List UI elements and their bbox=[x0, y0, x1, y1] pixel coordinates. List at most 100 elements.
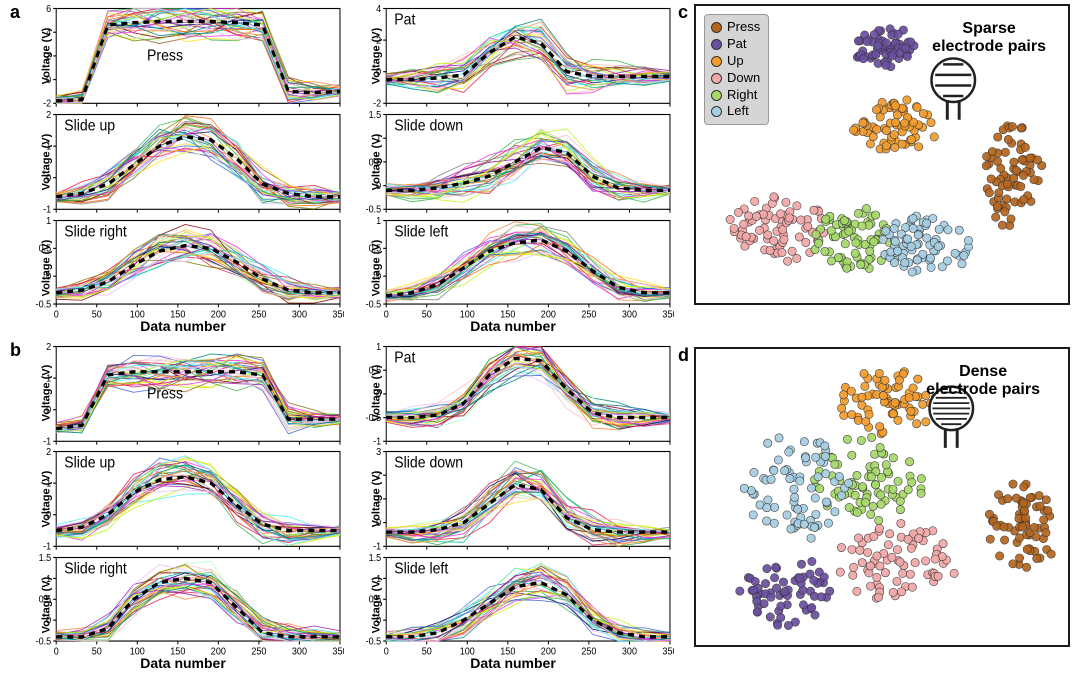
svg-text:1: 1 bbox=[376, 216, 381, 227]
svg-text:100: 100 bbox=[460, 309, 475, 320]
y-axis-label: Voltage (V) bbox=[370, 133, 382, 190]
panel-c-label: c bbox=[678, 2, 688, 23]
line-plot-press: -1012PressVoltage (V) bbox=[22, 342, 344, 446]
svg-text:50: 50 bbox=[92, 309, 102, 320]
svg-text:2: 2 bbox=[46, 447, 51, 458]
svg-text:1.5: 1.5 bbox=[369, 110, 382, 121]
svg-text:100: 100 bbox=[130, 646, 145, 657]
svg-text:Press: Press bbox=[147, 47, 183, 65]
svg-text:-2: -2 bbox=[373, 98, 381, 108]
svg-text:-0.5: -0.5 bbox=[366, 299, 382, 311]
svg-text:200: 200 bbox=[211, 646, 226, 657]
svg-text:0: 0 bbox=[54, 309, 59, 320]
panel-d-label: d bbox=[678, 345, 689, 366]
svg-text:4: 4 bbox=[376, 4, 382, 15]
panel-b-label: b bbox=[10, 340, 21, 361]
svg-text:1: 1 bbox=[376, 342, 381, 353]
left-column: a -20246PressVoltage (V)-2024PatVoltage … bbox=[0, 0, 680, 675]
line-plot-slide-down: -10123Slide downVoltage (V) bbox=[352, 447, 674, 551]
legend-label: Up bbox=[727, 53, 744, 70]
scatter-title: Denseelectrode pairs bbox=[926, 363, 1040, 399]
y-axis-label: Voltage (V) bbox=[40, 577, 52, 634]
legend-label: Right bbox=[727, 87, 757, 104]
svg-text:Slide down: Slide down bbox=[394, 116, 463, 134]
svg-text:300: 300 bbox=[292, 646, 307, 657]
svg-text:50: 50 bbox=[422, 309, 432, 320]
line-plot-slide-left: -0.500.51050100150200250300350Slide left… bbox=[352, 216, 674, 320]
y-axis-label: Voltage (V) bbox=[40, 133, 52, 190]
svg-text:250: 250 bbox=[251, 646, 266, 657]
svg-text:150: 150 bbox=[500, 646, 515, 657]
svg-text:150: 150 bbox=[170, 646, 185, 657]
right-column: c Sparseelectrode pairsPressPatUpDownRig… bbox=[680, 0, 1080, 675]
panel-c-scatter: Sparseelectrode pairsPressPatUpDownRight… bbox=[694, 4, 1070, 305]
y-axis-label: Voltage (V) bbox=[40, 471, 52, 528]
line-plot-slide-up: -1012Slide upVoltage (V) bbox=[22, 110, 344, 214]
svg-text:6: 6 bbox=[46, 4, 51, 15]
svg-text:300: 300 bbox=[292, 309, 307, 320]
panel-d-scatter: Denseelectrode pairs bbox=[694, 347, 1070, 648]
svg-text:250: 250 bbox=[581, 646, 596, 657]
panel-b-grid: -1012PressVoltage (V)-1-0.500.51PatVolta… bbox=[8, 342, 674, 658]
y-axis-label: Voltage (V) bbox=[370, 365, 382, 422]
svg-text:100: 100 bbox=[460, 646, 475, 657]
svg-text:Slide left: Slide left bbox=[394, 222, 449, 240]
svg-text:200: 200 bbox=[211, 309, 226, 320]
svg-text:0: 0 bbox=[384, 646, 389, 657]
svg-text:-2: -2 bbox=[43, 98, 51, 108]
panel-a: a -20246PressVoltage (V)-2024PatVoltage … bbox=[8, 4, 674, 334]
svg-text:1.5: 1.5 bbox=[39, 553, 52, 564]
svg-text:Press: Press bbox=[147, 384, 183, 402]
svg-text:2: 2 bbox=[46, 110, 51, 121]
svg-text:0: 0 bbox=[54, 646, 59, 657]
svg-text:50: 50 bbox=[92, 646, 102, 657]
x-axis-label: Data number bbox=[352, 655, 674, 671]
svg-text:-1: -1 bbox=[373, 436, 381, 446]
svg-text:100: 100 bbox=[130, 309, 145, 320]
panel-a-label: a bbox=[10, 2, 20, 23]
panel-c-wrapper: c Sparseelectrode pairsPressPatUpDownRig… bbox=[680, 4, 1070, 329]
svg-text:3: 3 bbox=[376, 447, 381, 458]
y-axis-label: Voltage (V) bbox=[40, 239, 52, 296]
svg-text:2: 2 bbox=[46, 342, 51, 353]
svg-text:Slide down: Slide down bbox=[394, 454, 463, 472]
svg-text:350: 350 bbox=[332, 309, 344, 320]
line-plot-slide-right: -0.500.51050100150200250300350Slide righ… bbox=[22, 216, 344, 320]
svg-text:0: 0 bbox=[384, 309, 389, 320]
svg-text:200: 200 bbox=[541, 646, 556, 657]
legend-dot-icon bbox=[711, 39, 722, 50]
legend-label: Press bbox=[727, 19, 760, 36]
svg-text:150: 150 bbox=[170, 309, 185, 320]
svg-text:250: 250 bbox=[251, 309, 266, 320]
legend-dot-icon bbox=[711, 90, 722, 101]
line-plot-press: -20246PressVoltage (V) bbox=[22, 4, 344, 108]
svg-text:-0.5: -0.5 bbox=[36, 299, 52, 311]
legend-item-up: Up bbox=[711, 53, 760, 70]
svg-text:Slide up: Slide up bbox=[64, 116, 115, 134]
figure-root: a -20246PressVoltage (V)-2024PatVoltage … bbox=[0, 0, 1080, 675]
svg-text:Slide up: Slide up bbox=[64, 454, 115, 472]
legend-label: Pat bbox=[727, 36, 747, 53]
svg-text:250: 250 bbox=[581, 309, 596, 320]
legend-item-down: Down bbox=[711, 70, 760, 87]
y-axis-label: Voltage (V) bbox=[370, 471, 382, 528]
svg-text:1.5: 1.5 bbox=[369, 553, 382, 564]
legend-dot-icon bbox=[711, 56, 722, 67]
svg-text:Slide left: Slide left bbox=[394, 560, 449, 578]
svg-text:350: 350 bbox=[662, 646, 674, 657]
legend-item-left: Left bbox=[711, 103, 760, 120]
legend-label: Down bbox=[727, 70, 760, 87]
svg-text:350: 350 bbox=[332, 646, 344, 657]
legend-item-press: Press bbox=[711, 19, 760, 36]
y-axis-label: Voltage (V) bbox=[370, 239, 382, 296]
svg-text:-1: -1 bbox=[43, 436, 51, 446]
svg-text:Slide right: Slide right bbox=[64, 222, 127, 240]
scatter-legend: PressPatUpDownRightLeft bbox=[704, 14, 769, 125]
svg-text:150: 150 bbox=[500, 309, 515, 320]
svg-text:350: 350 bbox=[662, 309, 674, 320]
y-axis-label: Voltage (V) bbox=[370, 28, 382, 85]
line-plot-slide-right: -0.500.511.5050100150200250300350Slide r… bbox=[22, 553, 344, 657]
line-plot-slide-down: -0.500.511.5Slide downVoltage (V) bbox=[352, 110, 674, 214]
line-plot-slide-up: -1012Slide upVoltage (V) bbox=[22, 447, 344, 551]
svg-text:-1: -1 bbox=[43, 204, 51, 214]
